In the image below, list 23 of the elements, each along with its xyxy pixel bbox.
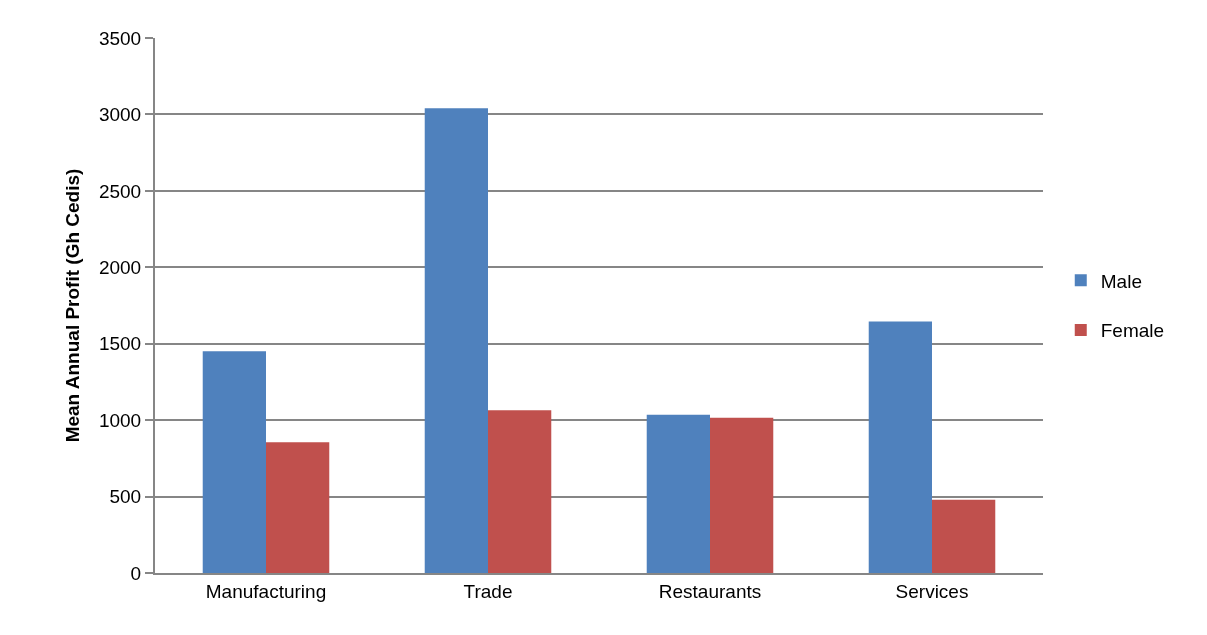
x-tick-label: Trade [463, 580, 513, 602]
x-tick-label: Manufacturing [205, 580, 327, 602]
legend-label: Male [1100, 270, 1142, 292]
legend-label: Female [1100, 320, 1165, 342]
y-tick-label: 1500 [98, 333, 142, 355]
bar [868, 321, 932, 573]
y-tick-label: 2500 [98, 180, 142, 202]
bar [266, 442, 330, 573]
y-axis-title: Mean Annual Profit (Gh Cedis) [62, 168, 84, 443]
y-tick-label: 0 [130, 562, 142, 584]
y-tick-label: 2000 [98, 256, 142, 278]
x-tick-label: Restaurants [658, 580, 762, 602]
y-tick-label: 3000 [98, 104, 142, 126]
x-tick-label: Services [895, 580, 969, 602]
y-tick-label: 3500 [98, 27, 142, 49]
y-tick-label: 1000 [98, 409, 142, 431]
bar [202, 351, 266, 573]
bar [646, 414, 710, 573]
y-tick-label: 500 [109, 486, 142, 508]
bar [488, 410, 552, 573]
bar [932, 499, 996, 573]
bar [710, 417, 774, 573]
bar [424, 108, 488, 573]
